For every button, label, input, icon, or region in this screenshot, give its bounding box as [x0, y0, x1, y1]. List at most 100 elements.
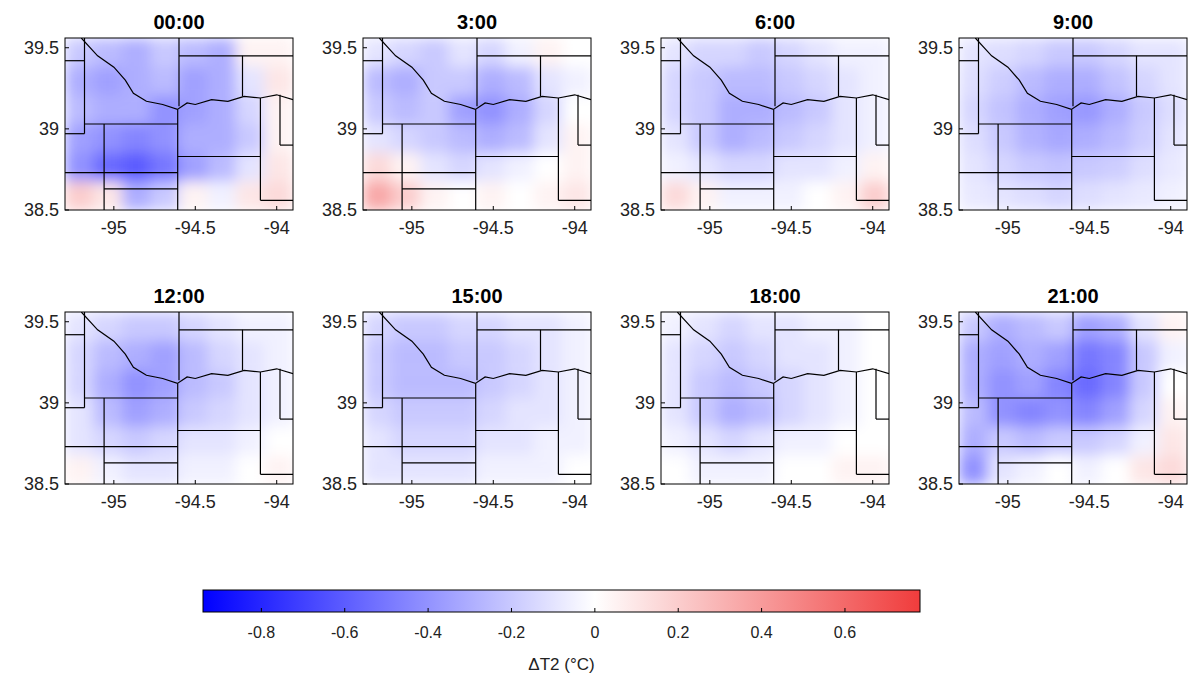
boundary: [959, 172, 1072, 173]
heat-cell: [988, 341, 1017, 370]
heat-cell: [861, 153, 890, 182]
boundary: [179, 55, 293, 56]
boundary: [383, 397, 476, 398]
heat-cell: [690, 341, 719, 370]
heat-cell: [420, 181, 449, 210]
heat-cell: [122, 124, 151, 153]
heat-cell: [208, 181, 237, 210]
boundary: [1174, 419, 1187, 420]
boundary: [856, 200, 889, 201]
heat-cell: [775, 398, 804, 427]
heat-cell: [690, 455, 719, 484]
y-tick-label: 38.5: [918, 200, 953, 220]
heat-cell: [861, 341, 890, 370]
heat-cell: [122, 427, 151, 456]
boundary: [700, 462, 774, 463]
y-tick-label: 39: [933, 119, 953, 139]
heat-cell: [690, 67, 719, 96]
heat-cell: [179, 67, 208, 96]
heat-cell: [959, 398, 988, 427]
heat-cell: [534, 38, 563, 67]
y-tick: [65, 484, 69, 485]
heat-cell: [506, 398, 535, 427]
boundary: [998, 462, 1072, 463]
heat-cell: [804, 341, 833, 370]
boundary: [260, 98, 261, 200]
colorbar-tick-label: 0.2: [667, 624, 689, 641]
y-tick: [65, 128, 69, 129]
heat-cell: [1045, 369, 1074, 398]
y-tick-label: 39: [39, 393, 59, 413]
heat-cell: [661, 153, 690, 182]
y-tick: [65, 47, 69, 48]
y-tick-label: 39.5: [322, 312, 357, 332]
boundary: [1174, 145, 1187, 146]
boundary: [476, 38, 477, 106]
heatmap-cells: [661, 38, 889, 210]
colorbar-tick-label: -0.2: [498, 624, 526, 641]
boundary: [661, 172, 774, 173]
heatmap-cells: [959, 38, 1187, 210]
heat-cell: [151, 95, 180, 124]
heat-cell: [1073, 95, 1102, 124]
panel-title: 3:00: [457, 11, 497, 33]
y-tick: [661, 484, 665, 485]
boundary: [540, 330, 541, 371]
heat-cell: [179, 398, 208, 427]
heat-cell: [661, 398, 690, 427]
heat-cell: [1159, 455, 1188, 484]
boundary: [379, 38, 591, 109]
heat-cell: [690, 398, 719, 427]
x-tick-label: -95: [399, 492, 425, 512]
x-tick: [1089, 480, 1090, 484]
heat-cell: [718, 38, 747, 67]
heat-cell: [506, 38, 535, 67]
heat-cell: [363, 341, 392, 370]
boundary: [402, 398, 403, 484]
boundary: [260, 372, 261, 474]
boundary: [577, 369, 578, 419]
heat-cell: [1073, 369, 1102, 398]
heat-cell: [363, 181, 392, 210]
heat-cell: [420, 455, 449, 484]
boundary: [856, 474, 889, 475]
heat-cell: [534, 341, 563, 370]
heat-cell: [122, 312, 151, 341]
heat-cell: [449, 38, 478, 67]
plot-area: [661, 312, 889, 484]
heat-cell: [179, 38, 208, 67]
heat-cell: [449, 341, 478, 370]
x-tick-label: -94: [562, 218, 588, 238]
boundary: [959, 60, 979, 61]
heat-cell: [94, 124, 123, 153]
heat-cell: [661, 67, 690, 96]
heat-cell: [959, 153, 988, 182]
y-tick-label: 39: [39, 119, 59, 139]
boundary: [578, 145, 591, 146]
boundary: [680, 312, 681, 408]
boundary: [775, 329, 889, 330]
heatmap-cells: [65, 38, 293, 210]
heat-cell: [959, 124, 988, 153]
y-tick: [959, 47, 963, 48]
heat-cell: [208, 341, 237, 370]
heat-cell: [1159, 95, 1188, 124]
heat-cell: [988, 369, 1017, 398]
boundary: [1072, 38, 1073, 106]
boundary: [81, 312, 293, 383]
frame: [959, 312, 1187, 484]
boundary: [280, 419, 293, 420]
heat-cell: [747, 427, 776, 456]
heat-cell: [94, 95, 123, 124]
x-tick: [195, 206, 196, 210]
y-tick-label: 38.5: [322, 474, 357, 494]
heat-cell: [449, 312, 478, 341]
heat-cell: [747, 455, 776, 484]
boundary: [382, 38, 383, 134]
heat-cell: [832, 67, 861, 96]
boundary: [558, 98, 559, 200]
heat-cell: [775, 38, 804, 67]
boundary: [677, 312, 889, 383]
y-tick: [363, 210, 367, 211]
heat-cell: [988, 153, 1017, 182]
